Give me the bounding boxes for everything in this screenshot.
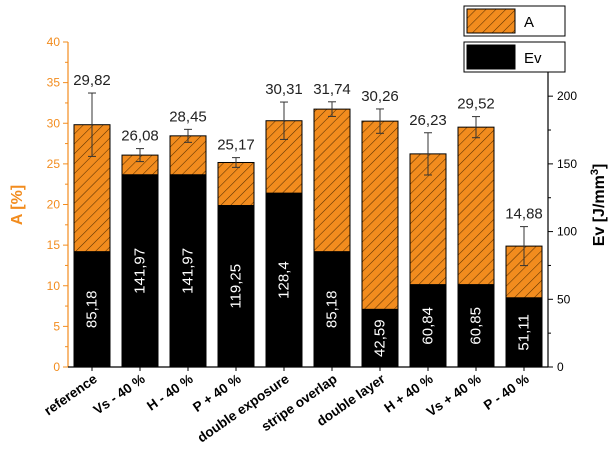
label-ev-p-40: 119,25: [228, 264, 245, 309]
left-tick-15: 15: [47, 238, 61, 252]
bar-ev-stripe-overlap: [313, 251, 351, 368]
error-bar-h-40: [424, 132, 432, 176]
legend-ev-label: Ev: [524, 50, 542, 67]
left-axis: 0 5 10 15 20 25 30 35 40: [47, 35, 69, 374]
legend-a-label: A: [524, 14, 534, 31]
right-axis-title-end: ]: [591, 164, 608, 169]
data-labels: 29,82 85,18 26,08 141,97 28,45 141,97 25,17 119…: [73, 72, 543, 357]
label-ev-h-40: 141,97: [180, 248, 197, 294]
label-ev-stripe-overlap: 85,18: [324, 291, 341, 329]
bar-ev-vs-40: [457, 284, 495, 368]
right-tick-150: 150: [557, 157, 577, 171]
bars: [73, 108, 543, 368]
label-a-double-layer: 30,26: [361, 88, 399, 105]
error-bar-p-40: [520, 226, 528, 267]
legend: A Ev: [463, 5, 566, 73]
right-axis-title-main: Ev [J/mm: [591, 175, 608, 246]
left-tick-0: 0: [53, 360, 60, 374]
right-tick-50: 50: [557, 292, 571, 306]
error-bar-double-layer: [376, 108, 384, 134]
left-tick-30: 30: [47, 116, 61, 130]
bar-ev-double-layer: [361, 308, 399, 368]
bar-ev-vs-40: [121, 174, 159, 368]
label-ev-double-layer: 42,59: [372, 319, 389, 357]
label-a-vs-40: 29,52: [457, 96, 495, 113]
bar-ev-h-40: [409, 284, 447, 368]
bar-ev-p-40: [217, 205, 255, 368]
label-ev-reference: 85,18: [84, 291, 101, 329]
error-bar-stripe-overlap: [328, 101, 336, 117]
error-bar-double-exposure: [280, 101, 288, 140]
left-axis-title: A [%]: [9, 185, 26, 225]
bar-ev-reference: [73, 251, 111, 368]
x-tick-reference: reference: [41, 371, 100, 418]
right-tick-200: 200: [557, 89, 577, 103]
left-tick-25: 25: [47, 157, 61, 171]
error-bar-vs-40: [472, 116, 480, 139]
x-tick-vs-40: Vs + 40 %: [424, 371, 484, 419]
left-tick-5: 5: [53, 319, 60, 333]
label-ev-double-exposure: 128,4: [276, 261, 293, 299]
error-bar-h-40: [184, 128, 192, 143]
left-tick-20: 20: [47, 198, 61, 212]
right-axis: 0 50 100 150 200: [547, 42, 577, 374]
left-tick-40: 40: [47, 35, 61, 49]
x-tick-p-40: P - 40 %: [481, 371, 532, 413]
x-tick-h-40: H - 40 %: [144, 371, 196, 413]
right-tick-0: 0: [557, 360, 564, 374]
bar-ev-h-40: [169, 174, 207, 368]
label-a-p-40: 25,17: [217, 137, 255, 154]
bar-ev-p-40: [505, 297, 543, 368]
right-axis-title-sup: 3: [589, 169, 601, 175]
x-tick-vs-40: Vs - 40 %: [91, 371, 148, 417]
legend-a-swatch: [466, 8, 516, 34]
right-tick-100: 100: [557, 225, 577, 239]
error-bar-reference: [88, 92, 96, 157]
label-a-stripe-overlap: 31,74: [313, 81, 351, 98]
legend-ev-swatch: [466, 44, 516, 70]
label-a-reference: 29,82: [73, 72, 111, 89]
label-ev-vs-40: 60,85: [468, 307, 485, 345]
label-ev-vs-40: 141,97: [132, 248, 149, 294]
error-bar-vs-40: [136, 148, 144, 163]
right-axis-title: Ev [J/mm3]: [589, 164, 608, 247]
error-bars: [88, 92, 528, 267]
label-a-h-40: 26,23: [409, 112, 447, 129]
label-a-vs-40: 26,08: [121, 128, 159, 145]
label-a-double-exposure: 30,31: [265, 81, 303, 98]
label-ev-p-40: 51,11: [516, 314, 533, 350]
bar-ev-double-exposure: [265, 192, 303, 368]
label-a-h-40: 28,45: [169, 108, 207, 125]
label-a-p-40: 14,88: [505, 206, 543, 223]
error-bar-p-40: [232, 157, 240, 168]
left-tick-35: 35: [47, 76, 61, 90]
label-ev-h-40: 60,84: [420, 307, 437, 345]
left-tick-10: 10: [47, 279, 61, 293]
